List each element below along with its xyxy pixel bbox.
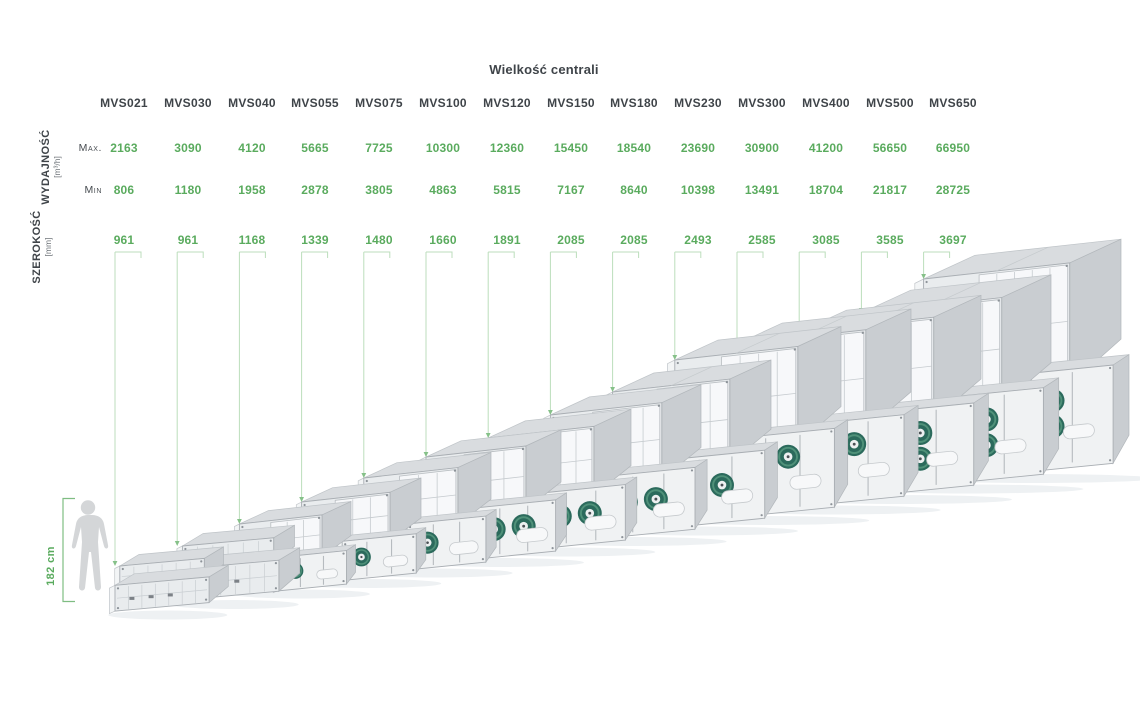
width-guide-lines bbox=[112, 251, 951, 566]
guide-arrow-icon bbox=[237, 519, 242, 524]
guide-arrow-icon bbox=[423, 452, 429, 457]
width-guide-line bbox=[114, 251, 142, 562]
chart-title: Wielkość centrali bbox=[489, 62, 599, 77]
width-axis-text: SZEROKOŚĆ bbox=[31, 210, 43, 284]
person-silhouette bbox=[71, 500, 109, 591]
guide-arrow-icon bbox=[299, 497, 304, 502]
height-label: 182 cm bbox=[45, 546, 57, 586]
guide-arrow-icon bbox=[610, 387, 615, 392]
width-guide-line bbox=[425, 251, 453, 453]
width-guide-line bbox=[176, 251, 204, 542]
height-bracket bbox=[62, 497, 75, 603]
min-row-label: Min bbox=[84, 184, 102, 196]
unit-illustration-MVS021 bbox=[108, 546, 229, 620]
guide-arrow-icon bbox=[112, 561, 118, 566]
width-guide-line bbox=[487, 251, 515, 434]
width-guide-line bbox=[549, 251, 577, 411]
guide-arrow-icon bbox=[361, 473, 367, 478]
width-guide-line bbox=[238, 251, 266, 520]
width-axis-unit: [mm] bbox=[43, 237, 53, 257]
width-guide-line bbox=[301, 251, 329, 498]
unit-row bbox=[108, 238, 1140, 620]
guide-arrow-icon bbox=[672, 355, 678, 360]
width-guide-line bbox=[736, 251, 764, 340]
width-guide-line bbox=[798, 251, 826, 328]
guide-arrow-icon bbox=[548, 410, 553, 415]
width-axis-label: SZEROKOŚĆ [mm] bbox=[31, 195, 65, 299]
width-guide-line bbox=[612, 251, 640, 388]
max-row-label: Max. bbox=[78, 142, 102, 154]
width-guide-line bbox=[363, 251, 391, 474]
width-guide-line bbox=[860, 251, 888, 309]
guide-arrow-icon bbox=[174, 541, 180, 546]
width-guide-line bbox=[923, 251, 951, 275]
width-guide-line bbox=[674, 251, 702, 356]
guide-arrow-icon bbox=[921, 274, 926, 279]
guide-arrow-icon bbox=[485, 433, 491, 438]
